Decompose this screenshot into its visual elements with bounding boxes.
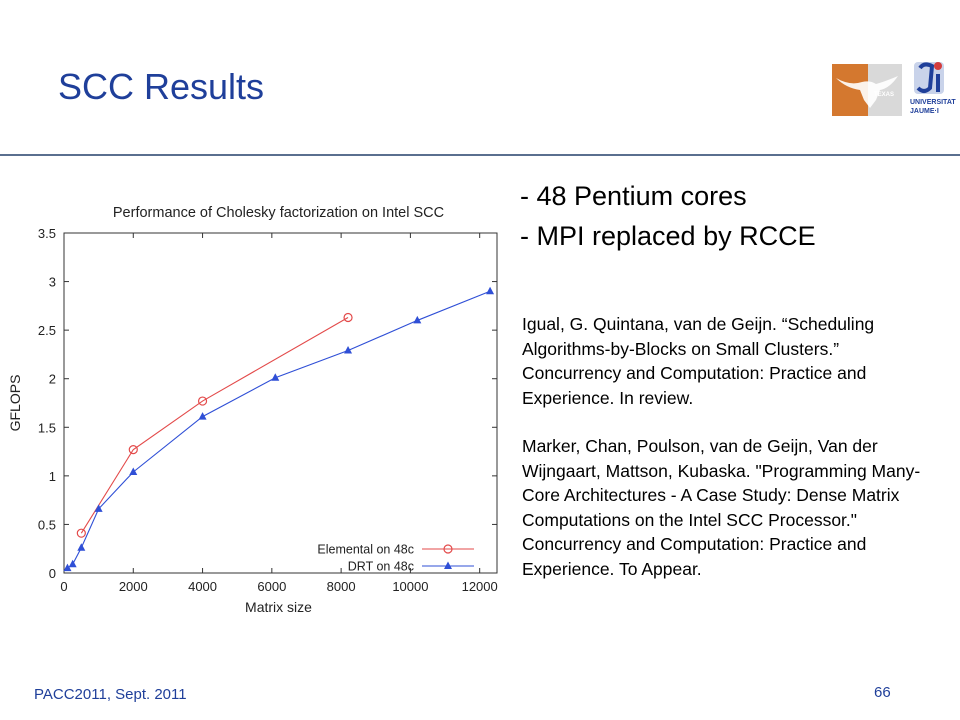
x-axis-label: Matrix size [245, 599, 312, 615]
data-point [94, 504, 103, 512]
x-tick-label: 6000 [257, 579, 286, 594]
legend-label: DRT on 48c [348, 560, 414, 574]
data-point [76, 528, 86, 538]
bullet-item: - 48 Pentium cores [520, 181, 747, 211]
x-tick-label: 0 [60, 579, 67, 594]
y-tick-label: 2.5 [38, 323, 56, 338]
series-elemental [76, 312, 353, 538]
y-tick-label: 2 [49, 372, 56, 387]
x-tick-label: 4000 [188, 579, 217, 594]
legend-label: Elemental on 48c [317, 543, 414, 557]
data-point [68, 559, 77, 568]
page-number: 66 [874, 684, 891, 701]
x-tick-label: 12000 [462, 579, 498, 594]
bullet-list: - 48 Pentium cores - MPI replaced by RCC… [520, 176, 816, 256]
data-point [344, 346, 353, 354]
y-tick-label: 3 [49, 275, 56, 290]
reference-item: Marker, Chan, Poulson, van de Geijn, Van… [522, 436, 921, 579]
data-point [444, 561, 452, 569]
series-drt [63, 286, 495, 572]
data-point [129, 467, 138, 475]
slide-title: SCC Results [58, 66, 265, 107]
cholesky-performance-chart: Performance of Cholesky factorization on… [7, 205, 498, 615]
data-point [413, 315, 422, 324]
data-point [77, 543, 86, 551]
universitat-jaume-i-logo: UNIVERSITAT JAUME·I [910, 58, 956, 120]
data-point [271, 373, 280, 381]
footer-conference: PACC2011, Sept. 2011 [34, 686, 187, 703]
data-point [197, 396, 208, 406]
reference-item: Igual, G. Quintana, van de Geijn. “Sched… [522, 314, 875, 408]
data-point [198, 412, 207, 420]
data-point [486, 286, 495, 295]
data-point [443, 544, 453, 554]
data-point [63, 563, 72, 572]
series-line [80, 317, 349, 534]
x-tick-label: 2000 [119, 579, 148, 594]
y-tick-label: 0.5 [38, 517, 56, 532]
chart-title: Performance of Cholesky factorization on… [113, 205, 444, 221]
y-tick-label: 3.5 [38, 226, 56, 241]
data-point [343, 312, 353, 323]
texas-longhorn-logo: TEXAS [832, 64, 902, 116]
y-axis-label: GFLOPS [7, 375, 23, 432]
y-tick-label: 1.5 [38, 420, 56, 435]
y-tick-label: 1 [49, 469, 56, 484]
title-divider [0, 154, 960, 156]
texas-logo-text: TEXAS [874, 92, 895, 98]
bullet-item: - MPI replaced by RCCE [520, 221, 816, 251]
uji-logo-line-2: JAUME·I [910, 108, 939, 115]
y-tick-label: 0 [49, 566, 56, 581]
x-tick-label: 10000 [392, 579, 428, 594]
series-line [67, 290, 491, 569]
plot-frame [63, 232, 498, 574]
uji-logo-line-1: UNIVERSITAT [910, 99, 956, 106]
data-point [128, 445, 138, 455]
x-tick-label: 8000 [327, 579, 356, 594]
references: Igual, G. Quintana, van de Geijn. “Sched… [522, 312, 942, 605]
